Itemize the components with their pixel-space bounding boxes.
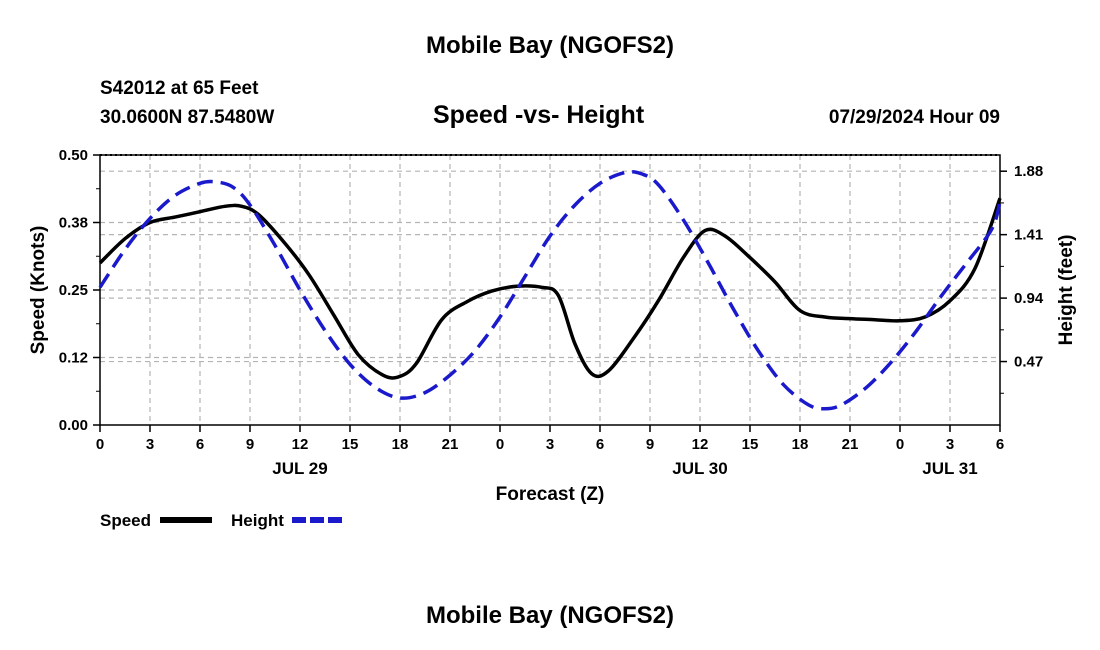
chart-subtitle: Speed -vs- Height <box>433 101 645 129</box>
x-tick-label: 21 <box>842 436 859 453</box>
x-tick-label: 0 <box>896 436 904 453</box>
x-date-label: JUL 31 <box>922 459 977 478</box>
axes: 0 3 6 9 12 15 18 21 0 3 6 9 12 15 18 21 0 3 6 JUL 29 JUL 30 J… <box>59 147 1044 478</box>
x-date-label: JUL 29 <box>272 459 327 478</box>
y-tick-label: 0.25 <box>59 282 88 299</box>
x-axis-label: Forecast (Z) <box>496 484 605 505</box>
forecast-timestamp: 07/29/2024 Hour 09 <box>828 107 1000 128</box>
x-tick-label: 21 <box>442 436 459 453</box>
station-coordinates: 30.0600N 87.5480W <box>100 107 275 128</box>
x-tick-label: 3 <box>946 436 954 453</box>
y-tick-label: 0.00 <box>59 417 88 434</box>
series <box>98 170 1002 411</box>
y-axis-label: Speed (Knots) <box>28 226 49 355</box>
x-tick-label: 9 <box>246 436 254 453</box>
speed-series-line <box>98 197 1002 380</box>
x-tick-label: 15 <box>742 436 759 453</box>
y2-tick-label: 0.47 <box>1014 354 1043 371</box>
x-date-label: JUL 30 <box>672 459 727 478</box>
page-title: Mobile Bay (NGOFS2) <box>425 32 675 59</box>
x-tick-label: 9 <box>646 436 654 453</box>
y2-tick-label: 1.88 <box>1014 163 1043 180</box>
legend-height-label: Height <box>231 511 284 530</box>
x-tick-label: 6 <box>996 436 1004 453</box>
height-series-line <box>98 170 1002 411</box>
y2-tick-label: 0.94 <box>1014 290 1044 307</box>
x-tick-label: 18 <box>792 436 809 453</box>
x-tick-label: 18 <box>392 436 409 453</box>
x-tick-label: 0 <box>496 436 504 453</box>
x-tick-label: 6 <box>196 436 204 453</box>
x-tick-label: 0 <box>96 436 104 453</box>
y2-axis-label: Height (feet) <box>1056 235 1077 346</box>
x-tick-label: 6 <box>596 436 604 453</box>
x-tick-label: 3 <box>546 436 554 453</box>
x-tick-label: 3 <box>146 436 154 453</box>
legend-speed-label: Speed <box>100 511 151 530</box>
x-tick-label: 12 <box>692 436 709 453</box>
bottom-title: Mobile Bay (NGOFS2) <box>425 602 675 629</box>
y-tick-label: 0.50 <box>59 147 88 164</box>
x-tick-label: 15 <box>342 436 359 453</box>
station-label: S42012 at 65 Feet <box>100 78 259 99</box>
y2-tick-label: 1.41 <box>1014 227 1043 244</box>
y-tick-label: 0.12 <box>59 350 88 367</box>
x-tick-label: 12 <box>292 436 309 453</box>
y-tick-label: 0.38 <box>59 215 88 232</box>
